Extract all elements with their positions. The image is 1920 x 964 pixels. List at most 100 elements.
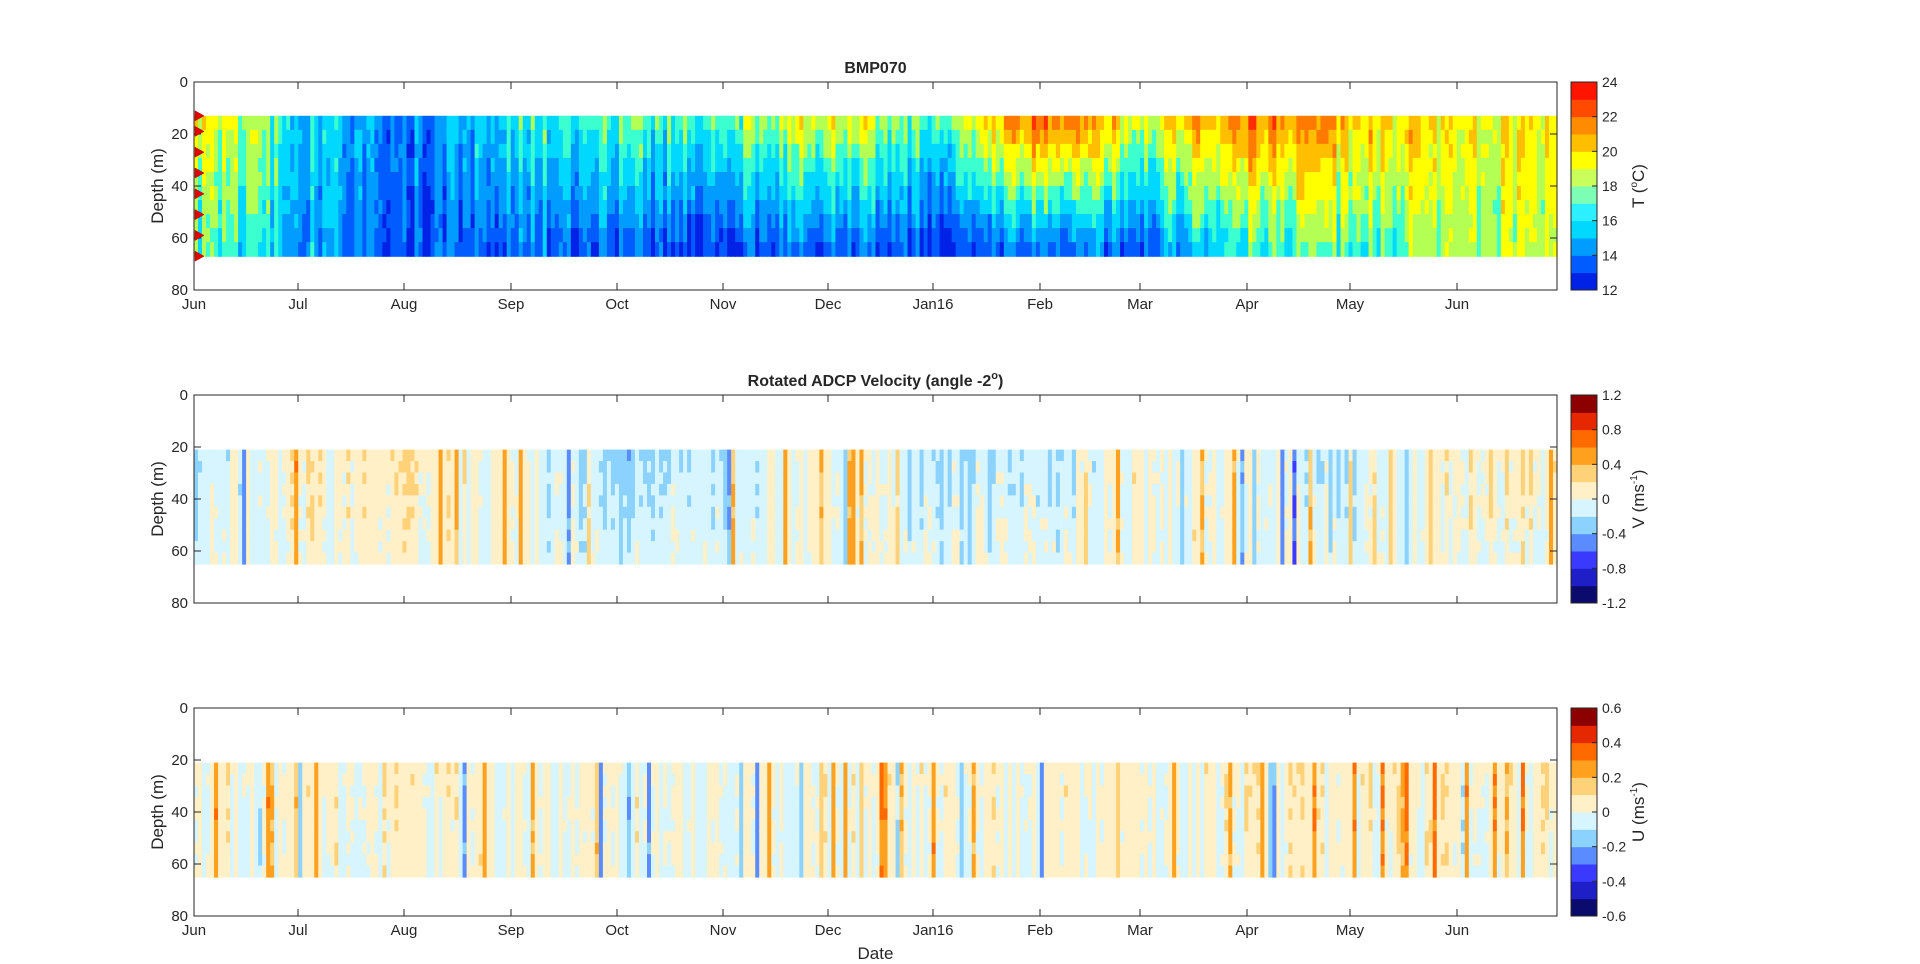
heatmap-cell [530, 200, 536, 215]
heatmap-cell [1051, 115, 1057, 131]
heatmap-cell [1396, 186, 1402, 201]
heatmap-cell [1352, 171, 1358, 187]
heatmap-cell [1284, 129, 1290, 145]
heatmap-cell [382, 472, 388, 485]
heatmap-cell [767, 157, 772, 173]
heatmap-cell [703, 129, 708, 145]
heatmap-cell [382, 186, 388, 201]
heatmap-cell [414, 200, 420, 215]
heatmap-cell [775, 529, 780, 542]
heatmap-cell [1320, 228, 1326, 243]
heatmap-cell [1268, 171, 1273, 187]
heatmap-cell [1308, 186, 1314, 201]
heatmap-cell [659, 129, 664, 145]
heatmap-cell [1095, 171, 1101, 187]
heatmap-cell [663, 506, 668, 519]
instrument-marker [194, 209, 205, 221]
heatmap-cell [691, 518, 696, 531]
heatmap-cell [699, 506, 704, 519]
heatmap-cell [1152, 214, 1157, 229]
heatmap-cell [1332, 214, 1338, 229]
heatmap-cell [630, 186, 636, 201]
heatmap-cell [1039, 129, 1045, 145]
heatmap-cell [1132, 171, 1137, 187]
heatmap-cell [630, 483, 636, 496]
heatmap-cell [286, 461, 291, 474]
heatmap-cell [370, 518, 375, 531]
heatmap-cell [1007, 228, 1013, 243]
heatmap-cell [338, 552, 343, 565]
heatmap-cell [1328, 115, 1334, 131]
heatmap-cell [1416, 129, 1422, 145]
heatmap-cell [831, 228, 837, 243]
heatmap-cell [442, 461, 448, 474]
heatmap-cell [707, 552, 712, 565]
heatmap-cell [1087, 171, 1093, 187]
heatmap-cell [739, 483, 744, 496]
heatmap-cell [791, 541, 796, 554]
heatmap-cell [322, 171, 327, 187]
heatmap-cell [1083, 143, 1089, 159]
heatmap-cell [1516, 143, 1522, 159]
heatmap-cell [747, 186, 752, 201]
heatmap-cell [522, 541, 528, 554]
heatmap-cell [1075, 157, 1081, 173]
heatmap-cell [510, 483, 516, 496]
heatmap-cell [1468, 242, 1474, 257]
heatmap-cell [390, 157, 396, 173]
heatmap-cell [1332, 157, 1338, 173]
heatmap-cell [266, 541, 271, 554]
heatmap-cell [274, 483, 279, 496]
heatmap-cell [951, 214, 957, 229]
heatmap-cell [310, 186, 315, 201]
heatmap-cell [550, 552, 556, 565]
heatmap-cell [991, 228, 997, 243]
heatmap-cell [1200, 171, 1205, 187]
heatmap-cell [382, 228, 388, 243]
heatmap-cell [498, 242, 504, 257]
heatmap-cell [775, 186, 780, 201]
heatmap-cell [1059, 171, 1065, 187]
heatmap-cell [675, 157, 680, 173]
heatmap-cell [362, 242, 367, 257]
heatmap-cell [1472, 143, 1478, 159]
heatmap-cell [1516, 171, 1522, 187]
heatmap-cell [286, 143, 291, 159]
heatmap-cell [482, 472, 488, 485]
heatmap-cell [626, 186, 632, 201]
heatmap-cell [574, 186, 580, 201]
heatmap-cell [1160, 115, 1165, 131]
heatmap-cell [1336, 129, 1342, 145]
heatmap-cell [1272, 228, 1277, 243]
heatmap-cell [915, 143, 921, 159]
heatmap-cell [1140, 228, 1145, 243]
heatmap-cell [1039, 200, 1045, 215]
heatmap-cell [831, 129, 837, 145]
heatmap-cell [1340, 171, 1346, 187]
heatmap-cell [206, 552, 211, 565]
heatmap-cell [1184, 171, 1189, 187]
heatmap-cell [671, 449, 676, 462]
heatmap-cell [1047, 129, 1053, 145]
heatmap-cell [542, 200, 548, 215]
heatmap-cell [594, 214, 600, 229]
heatmap-cell [342, 541, 347, 554]
heatmap-cell [735, 186, 740, 201]
heatmap-cell [410, 529, 416, 542]
heatmap-cell [366, 143, 371, 159]
heatmap-cell [202, 129, 207, 145]
heatmap-cell [999, 200, 1005, 215]
heatmap-cell [222, 171, 227, 187]
heatmap-cell [494, 143, 500, 159]
heatmap-cell [815, 115, 820, 131]
heatmap-cell [418, 157, 424, 173]
heatmap-cell [1536, 242, 1542, 257]
heatmap-cell [222, 495, 227, 508]
heatmap-cell [711, 461, 716, 474]
heatmap-cell [614, 518, 620, 531]
heatmap-cell [290, 171, 295, 187]
heatmap-cell [638, 541, 644, 554]
heatmap-cell [1007, 200, 1013, 215]
heatmap-cell [1136, 171, 1141, 187]
heatmap-cell [1456, 143, 1462, 159]
